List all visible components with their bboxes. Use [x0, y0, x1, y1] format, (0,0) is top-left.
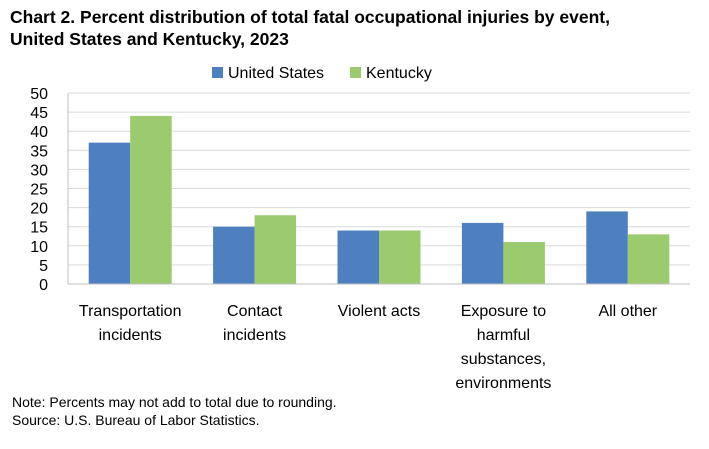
- x-category-label: substances,: [461, 351, 546, 368]
- bar-united-states: [586, 211, 628, 284]
- source-text: Source: U.S. Bureau of Labor Statistics.: [12, 412, 260, 428]
- bar-kentucky: [627, 234, 670, 284]
- y-tick-label: 30: [30, 162, 48, 179]
- y-tick-label: 40: [30, 124, 48, 141]
- legend: United States Kentucky: [212, 65, 432, 82]
- legend-swatch: [212, 67, 223, 78]
- bar-kentucky: [254, 215, 297, 284]
- y-tick-label: 0: [39, 277, 48, 294]
- x-category-label: Contact: [227, 303, 283, 320]
- x-category-label: environments: [455, 375, 551, 392]
- y-tick-label: 35: [30, 143, 48, 160]
- bar-kentucky: [379, 230, 421, 284]
- bar-united-states: [88, 142, 131, 284]
- bars: [88, 115, 670, 284]
- y-tick-label: 20: [30, 201, 48, 218]
- legend-item: Kentucky: [350, 65, 432, 82]
- x-category-label: Transportation: [79, 303, 182, 320]
- bar-united-states: [461, 222, 504, 284]
- x-axis: Transportation incidents Contact incidents V…: [68, 283, 690, 392]
- chart-title-line-1: Chart 2. Percent distribution of total f…: [10, 7, 610, 27]
- y-tick-label: 25: [30, 182, 48, 199]
- y-axis: 0 5 10 15 20 25 30 35 40 45 50: [30, 86, 69, 294]
- chart-title: Chart 2. Percent distribution of total f…: [10, 6, 700, 50]
- legend-label: Kentucky: [366, 65, 432, 82]
- footnotes: Note: Percents may not add to total due …: [12, 393, 337, 429]
- y-tick-label: 15: [30, 220, 48, 237]
- y-tick-label: 5: [39, 258, 48, 275]
- legend-item: United States: [212, 65, 324, 82]
- y-tick-label: 50: [30, 86, 48, 103]
- chart-title-line-2: United States and Kentucky, 2023: [10, 29, 289, 49]
- bar-kentucky: [130, 115, 172, 284]
- x-category-label: incidents: [223, 327, 286, 344]
- x-category-label: Violent acts: [338, 303, 420, 320]
- bar-kentucky: [503, 241, 545, 284]
- bar-united-states: [337, 230, 379, 284]
- y-tick-label: 10: [30, 239, 48, 256]
- note-text: Note: Percents may not add to total due …: [12, 394, 337, 410]
- x-category-label: harmful: [477, 327, 530, 344]
- x-category-label: All other: [598, 303, 657, 320]
- y-tick-label: 45: [30, 105, 48, 122]
- legend-label: United States: [228, 65, 324, 82]
- bar-united-states: [213, 226, 255, 284]
- x-category-label: incidents: [99, 327, 162, 344]
- x-category-label: Exposure to: [461, 303, 546, 320]
- legend-swatch: [350, 67, 361, 78]
